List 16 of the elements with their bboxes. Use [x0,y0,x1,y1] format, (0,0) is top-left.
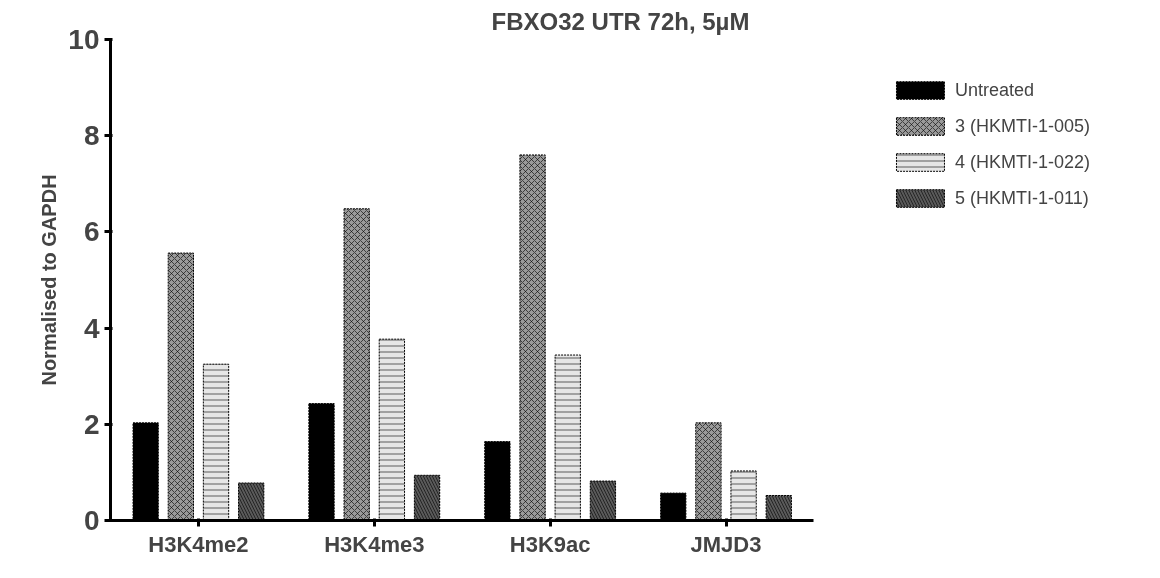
x-tick-label: H3K4me3 [324,531,425,557]
x-tick-label: H3K4me2 [148,531,249,557]
legend-label: 5 (HKMTI-1-011) [954,187,1089,209]
y-tick-label: 0 [83,505,100,536]
y-tick-label: 2 [83,408,100,440]
legend-label: Untreated [954,79,1035,101]
y-axis-title: Normalised to GAPDH [38,174,61,386]
legend-label: 4 (HKMTI-1-022) [954,151,1090,173]
y-tick-label: 4 [83,312,100,344]
x-tick-label: JMJD3 [690,531,762,557]
chart-title: FBXO32 UTR 72h, 5µM [491,7,750,35]
y-tick-label: 6 [83,216,100,248]
y-tick-label: 8 [83,120,100,152]
legend-label: 3 (HKMTI-1-005) [954,115,1090,137]
x-tick-label: H3K9ac [509,531,591,557]
y-tick-label: 10 [68,24,100,55]
